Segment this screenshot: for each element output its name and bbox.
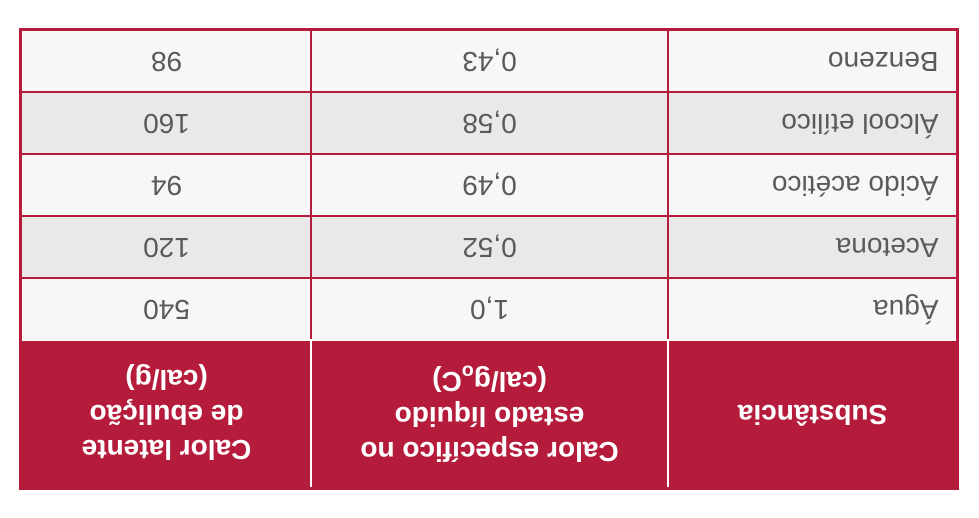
properties-table: Substância Calor específico no estado lí… (20, 28, 960, 490)
latent-heat-cell: 94 (21, 154, 311, 216)
latent-heat-cell: 540 (21, 278, 311, 340)
header-substance: Substância (668, 340, 958, 489)
specific-heat-cell: 1,0 (311, 278, 667, 340)
header-substance-label: Substância (738, 399, 887, 430)
header-latent-heat-line2: de ebulição (89, 399, 243, 430)
substance-cell: Acetona (668, 216, 958, 278)
table-row: Acetona 0,52 120 (21, 216, 958, 278)
header-specific-heat-line2: estado líquido (395, 401, 585, 432)
latent-heat-cell: 120 (21, 216, 311, 278)
specific-heat-cell: 0,58 (311, 92, 667, 154)
header-specific-heat: Calor específico no estado líquido (cal/… (311, 340, 667, 489)
substance-cell: Água (668, 278, 958, 340)
header-specific-heat-unit-sub: o (462, 360, 474, 382)
substance-cell: Álcool etílico (668, 92, 958, 154)
table-row: Álcool etílico 0,58 160 (21, 92, 958, 154)
properties-table-wrapper: Substância Calor específico no estado lí… (20, 28, 960, 490)
table-row: Água 1,0 540 (21, 278, 958, 340)
latent-heat-cell: 160 (21, 92, 311, 154)
header-latent-heat-line1: Calor latente (82, 434, 252, 465)
header-specific-heat-unit-suffix: C) (432, 366, 462, 397)
latent-heat-cell: 98 (21, 29, 311, 92)
header-specific-heat-unit-prefix: (cal/g (474, 366, 547, 397)
header-row: Substância Calor específico no estado lí… (21, 340, 958, 489)
specific-heat-cell: 0,52 (311, 216, 667, 278)
specific-heat-cell: 0,43 (311, 29, 667, 92)
substance-cell: Ácido acético (668, 154, 958, 216)
table-row: Ácido acético 0,49 94 (21, 154, 958, 216)
header-specific-heat-line1: Calor específico no (360, 436, 618, 467)
table-row: Benzeno 0,43 98 (21, 29, 958, 92)
header-latent-heat-line3: (cal/g) (125, 364, 207, 395)
specific-heat-cell: 0,49 (311, 154, 667, 216)
header-latent-heat: Calor latente de ebulição (cal/g) (21, 340, 311, 489)
substance-cell: Benzeno (668, 29, 958, 92)
